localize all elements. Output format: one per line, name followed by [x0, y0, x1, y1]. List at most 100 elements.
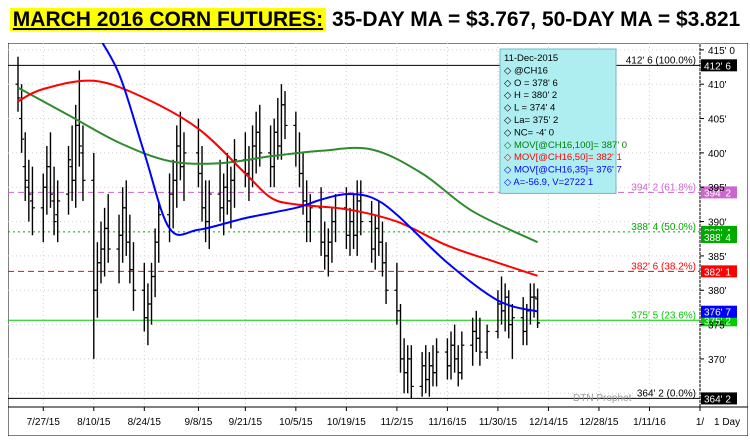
- ohlc-bar-102: [535, 288, 541, 329]
- info-box-bg: [499, 48, 617, 194]
- fib-tag-bg-0: [701, 59, 737, 72]
- x-tick-label-6: 10/19/15: [327, 417, 366, 428]
- fib-label-3: 382' 6 (38.2%): [631, 261, 696, 272]
- ohlc-bar-7: [47, 132, 53, 208]
- y-tick-label-7: 400': [708, 149, 727, 160]
- chart-title-ma-values: 35-DAY MA = $3.767, 50-DAY MA = $3.821: [332, 8, 741, 31]
- fib-label-1: 394' 2 (61.8%): [631, 182, 696, 193]
- y-tick-label-9: 410': [708, 80, 727, 91]
- info-line-8: ◇ MOV[@CH16,50]= 382' 1: [504, 152, 622, 163]
- info-line-10: ◇ A=-56.9, V=2722 1: [504, 177, 593, 188]
- price-chart-svg: 412' 6 (100.0%) 412' 6 394' 2 (61.8%) 394' …: [7, 42, 749, 437]
- ohlc-bar-24: [130, 242, 136, 311]
- ohlc-bar-43: [232, 139, 238, 208]
- y-tick-label-4: 385': [708, 252, 727, 263]
- info-box: 11-Dec-2015◇ @CH16 ◇ O = 378' 6◇ H = 380'…: [499, 48, 627, 194]
- ohlc-bar-78: [408, 345, 414, 399]
- ohlc-bar-83: [434, 338, 440, 387]
- x-tick-label-12: 1/11/16: [633, 417, 666, 428]
- watermark: DTN Prophet: [573, 393, 632, 404]
- x-tick-label-8: 11/16/15: [428, 417, 467, 428]
- ohlc-bar-8: [51, 166, 57, 236]
- y-tick-label-8: 405': [708, 115, 727, 126]
- x-tick-label-0: 7/27/15: [27, 417, 61, 428]
- info-line-3: ◇ H = 380' 2: [504, 90, 557, 101]
- fib-tag-bg-1: [701, 186, 737, 199]
- ohlc-bar-13: [76, 70, 82, 167]
- chart-title: MARCH 2016 CORN FUTURES: 35-DAY MA = $3.…: [0, 0, 750, 40]
- ohlc-bar-14: [80, 125, 86, 201]
- info-line-5: ◇ La= 375' 2: [504, 115, 558, 126]
- ohlc-bar-19: [105, 194, 111, 263]
- ohlc-bar-53: [282, 91, 288, 140]
- ohlc-bar-48: [257, 104, 263, 167]
- ma-line-0: [17, 86, 539, 244]
- right-axis-panel: [699, 42, 749, 408]
- info-line-9: ◇ MOV[@CH16,35]= 376' 7: [504, 165, 622, 176]
- fib-tag-1: 394' 2: [704, 188, 731, 199]
- price-tag-bg-0: [701, 231, 737, 244]
- x-tick-label-7: 11/2/15: [381, 417, 414, 428]
- y-tick-label-3: 380': [708, 286, 727, 297]
- fib-label-5: 364' 2 (0.0%): [637, 388, 696, 399]
- ohlc-bar-29: [156, 200, 162, 263]
- info-line-0: 11-Dec-2015: [504, 53, 558, 64]
- fib-label-4: 375' 5 (23.6%): [631, 310, 696, 321]
- info-line-4: ◇ L = 374' 4: [504, 103, 555, 114]
- ohlc-bar-9: [55, 180, 61, 243]
- info-line-7: ◇ MOV[@CH16,100]= 387' 0: [504, 140, 627, 151]
- price-tag-bg-1: [701, 305, 737, 318]
- fib-tag-0: 412' 6: [704, 61, 731, 72]
- period-label: 1 Day: [714, 417, 740, 428]
- ohlc-bar-97: [509, 303, 515, 359]
- fib-label-0: 412' 6 (100.0%): [626, 55, 696, 66]
- info-line-1: ◇ @CH16: [504, 65, 548, 76]
- y-tick-label-5: 390': [708, 218, 727, 229]
- ohlc-bar-38: [206, 180, 212, 250]
- info-line-6: ◇ NC= -4' 0: [504, 127, 554, 138]
- ohlc-bar-91: [477, 317, 483, 366]
- ma-line-1: [17, 79, 538, 277]
- ohlc-bar-68: [358, 180, 364, 236]
- fib-tag-4: 375' 2: [704, 316, 731, 327]
- x-tick-label-9: 11/30/15: [479, 417, 518, 428]
- ohlc-bar-0: [15, 56, 21, 112]
- x-tick-label-13: 1/: [696, 417, 705, 428]
- ohlc-bar-58: [307, 194, 313, 243]
- y-tick-label-10: 415' 0: [708, 46, 735, 57]
- price-tag-1: 376' 7: [704, 308, 731, 319]
- price-chart: 412' 6 (100.0%) 412' 6 394' 2 (61.8%) 394' …: [7, 42, 749, 437]
- x-tick-label-5: 10/5/15: [279, 417, 313, 428]
- x-tick-label-2: 8/24/15: [128, 417, 162, 428]
- ohlc-bar-101: [531, 283, 537, 318]
- y-tick-label-1: 370': [708, 355, 727, 366]
- info-line-2: ◇ O = 378' 6: [504, 78, 558, 89]
- x-tick-label-3: 9/8/15: [185, 417, 213, 428]
- price-tag-0: 388' 4: [704, 233, 731, 244]
- ma-line-2: [101, 43, 538, 313]
- ohlc-bar-3: [26, 159, 32, 222]
- fib-tag-3: 382' 1: [704, 267, 731, 278]
- ohlc-bar-34: [181, 132, 187, 201]
- x-tick-label-10: 12/14/15: [529, 417, 568, 428]
- ohlc-bar-1: [19, 84, 25, 153]
- x-tick-label-1: 8/10/15: [77, 417, 111, 428]
- fib-tag-5: 364' 2: [704, 394, 731, 405]
- y-tick-label-6: 395': [708, 183, 727, 194]
- x-tick-label-4: 9/21/15: [229, 417, 263, 428]
- fib-tag-bg-3: [701, 265, 737, 278]
- ohlc-bar-88: [459, 331, 465, 380]
- x-tick-label-11: 12/28/15: [579, 417, 618, 428]
- fib-tag-bg-5: [701, 392, 737, 405]
- moving-averages: [17, 43, 539, 313]
- ohlc-bar-92: [484, 324, 490, 359]
- bottom-axis-panel: [7, 406, 749, 437]
- y-tick-label-2: 375': [708, 321, 727, 332]
- y-axis: 370' 375' 380' 385' 390' 395' 400' 405' 410' 415'…: [700, 46, 735, 366]
- fib-label-2: 388' 4 (50.0%): [631, 222, 696, 233]
- chart-title-highlight: MARCH 2016 CORN FUTURES:: [9, 8, 327, 31]
- ohlc-bar-10: [66, 146, 72, 215]
- x-axis: 7/27/15 8/10/15 8/24/15 9/8/15 9/21/15 10/5/1…: [27, 407, 705, 428]
- ohlc-bar-73: [383, 242, 389, 304]
- ohlc-bar-4: [29, 166, 35, 236]
